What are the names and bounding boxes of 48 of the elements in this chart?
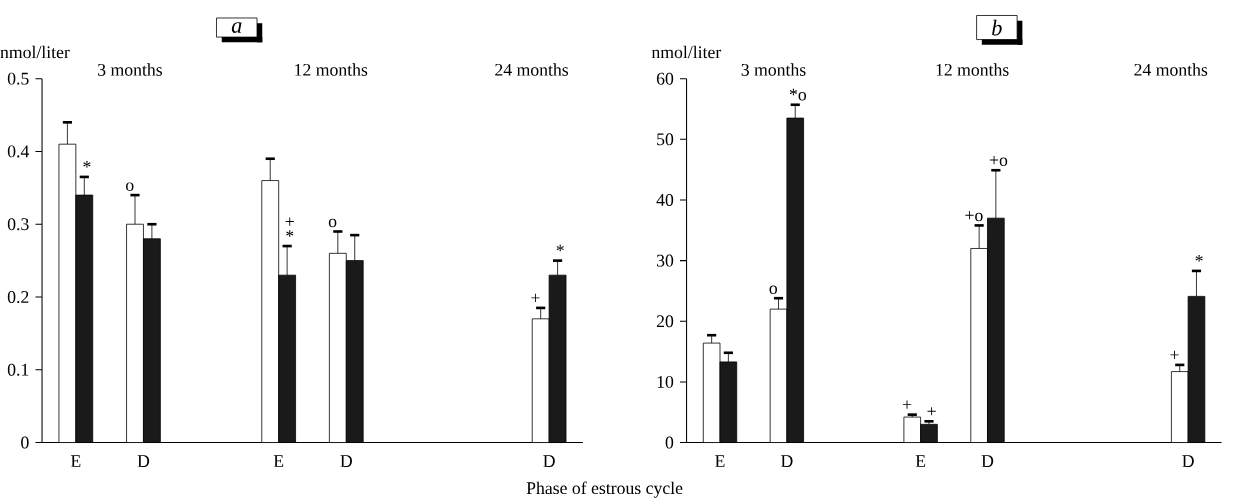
x-axis-title: Phase of estrous cycle [526,481,683,498]
x-tick-label: D [781,455,793,468]
x-tick-label: D [1182,455,1194,468]
data-label: + * [285,217,294,237]
text: 24 months [495,63,569,76]
data-label: + [902,400,912,409]
y-tick-label: 0.3 [7,218,29,231]
text: 24 months [1134,63,1208,76]
y-tick-label: 60 [656,72,674,85]
y-tick-label: 40 [656,194,674,207]
x-tick-label: D [981,455,994,468]
x-tick-label: E [715,455,725,468]
y-axis-title: nmol/liter [0,45,70,59]
x-tick-label: D [543,455,555,468]
y-tick-label: 0.2 [7,291,29,304]
x-tick-label: D [137,455,150,468]
data-label: o [769,285,778,295]
data-label: +o [989,156,1008,167]
data-label: * [1195,255,1203,262]
y-tick-label: 20 [656,315,674,328]
y-tick-label: 50 [657,133,674,146]
chart-title: b [992,19,1002,36]
text: 3 months [98,63,162,76]
data-label: * [83,161,91,168]
data-label: * [556,244,564,252]
y-tick-label: 30 [656,254,674,267]
x-tick-label: E [915,455,926,468]
y-tick-label: 0 [21,436,29,449]
text: 12 months [295,63,368,76]
y-tick-label: 0 [665,436,674,449]
data-label: o [126,182,134,192]
y-axis-title: nmol/liter [651,45,722,59]
y-tick-label: 0.4 [7,145,30,158]
y-tick-label: 0.1 [7,363,29,376]
data-label: *o [789,88,807,101]
text: 12 months [936,63,1009,76]
y-tick-label: 10 [657,376,674,389]
x-tick-label: D [340,455,352,468]
x-tick-label: E [70,455,81,468]
text: 3 months [741,63,806,76]
x-tick-label: E [273,455,284,468]
data-label: + [1170,350,1179,360]
chart-title: a [231,22,242,34]
y-tick-label: 0.5 [7,72,29,85]
data-label: + [531,293,540,303]
data-label: o [328,218,337,228]
data-label: +o [965,211,983,222]
data-label: + [927,407,936,416]
